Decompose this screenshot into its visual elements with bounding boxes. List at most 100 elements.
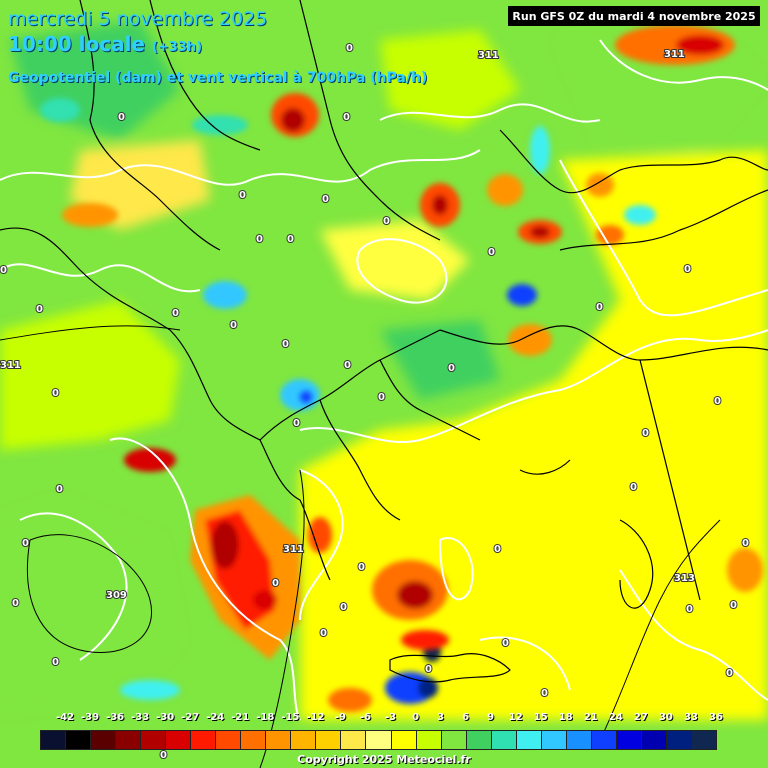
svg-text:0: 0 xyxy=(52,388,59,399)
svg-text:0: 0 xyxy=(630,482,637,493)
legend-swatch xyxy=(515,730,542,750)
legend-swatch xyxy=(590,730,617,750)
parameter-title: Geopotentiel (dam) et vent vertical à 70… xyxy=(8,70,428,86)
legend-swatch xyxy=(640,730,667,750)
svg-text:0: 0 xyxy=(726,668,733,679)
svg-text:311: 311 xyxy=(478,50,499,61)
legend-swatch xyxy=(565,730,592,750)
legend-swatch xyxy=(265,730,292,750)
svg-text:0: 0 xyxy=(494,544,501,555)
legend-swatch xyxy=(40,730,67,750)
svg-text:0: 0 xyxy=(346,43,353,54)
svg-text:0: 0 xyxy=(160,750,167,761)
legend-swatch xyxy=(415,730,442,750)
svg-text:0: 0 xyxy=(52,657,59,668)
legend-tick: -18 xyxy=(256,712,275,723)
copyright: Copyright 2025 Meteociel.fr xyxy=(297,753,471,766)
svg-text:0: 0 xyxy=(0,265,7,276)
legend-swatch xyxy=(465,730,492,750)
forecast-time-label: 10:00 locale xyxy=(8,32,145,56)
legend-swatch xyxy=(290,730,317,750)
coastlines xyxy=(0,0,768,683)
svg-text:0: 0 xyxy=(684,264,691,275)
legend-tick: -3 xyxy=(384,712,397,723)
forecast-offset: (+33h) xyxy=(151,40,203,55)
legend-tick: -24 xyxy=(206,712,225,723)
svg-text:0: 0 xyxy=(118,112,125,123)
svg-text:0: 0 xyxy=(239,190,246,201)
legend-swatch xyxy=(540,730,567,750)
svg-text:0: 0 xyxy=(256,234,263,245)
legend-swatch xyxy=(690,730,717,750)
legend-tick: 3 xyxy=(437,712,445,723)
legend-tick: -12 xyxy=(306,712,325,723)
legend-tick: 12 xyxy=(508,712,523,723)
svg-text:0: 0 xyxy=(172,308,179,319)
svg-text:0: 0 xyxy=(383,216,390,227)
color-legend: -42 -39 -36 -33 -30 -27 -24 -21 -18 -15 -12 -9 -6 -3 0… xyxy=(40,712,723,752)
forecast-date: mercredi 5 novembre 2025 xyxy=(8,8,268,30)
legend-swatch xyxy=(115,730,142,750)
svg-text:311: 311 xyxy=(664,49,685,60)
legend-swatch xyxy=(340,730,367,750)
legend-swatch xyxy=(440,730,467,750)
svg-text:313: 313 xyxy=(674,573,695,584)
legend-swatch xyxy=(165,730,192,750)
legend-swatch xyxy=(90,730,117,750)
legend-swatch xyxy=(665,730,692,750)
svg-text:0: 0 xyxy=(343,112,350,123)
legend-tick: 27 xyxy=(633,712,648,723)
legend-tick: -6 xyxy=(359,712,372,723)
legend-swatch xyxy=(365,730,392,750)
legend-swatch xyxy=(140,730,167,750)
svg-text:0: 0 xyxy=(344,360,351,371)
contour-labels: 311 311 311 311 309 313 0 0 0 0 0 0 0 0 … xyxy=(0,42,750,762)
legend-tick: -27 xyxy=(181,712,200,723)
legend-swatch xyxy=(215,730,242,750)
svg-text:0: 0 xyxy=(488,247,495,258)
svg-text:0: 0 xyxy=(287,234,294,245)
legend-tick: -36 xyxy=(106,712,125,723)
svg-text:0: 0 xyxy=(36,304,43,315)
legend-tick: -39 xyxy=(81,712,100,723)
svg-text:0: 0 xyxy=(272,578,279,589)
svg-text:0: 0 xyxy=(320,628,327,639)
legend-swatch xyxy=(240,730,267,750)
legend-swatch xyxy=(615,730,642,750)
legend-tick: 21 xyxy=(583,712,598,723)
legend-tick: 30 xyxy=(658,712,673,723)
run-info-badge: Run GFS 0Z du mardi 4 novembre 2025 xyxy=(508,6,760,26)
field-subsidence xyxy=(62,25,763,712)
svg-text:0: 0 xyxy=(714,396,721,407)
svg-text:0: 0 xyxy=(448,363,455,374)
svg-text:0: 0 xyxy=(293,418,300,429)
svg-text:0: 0 xyxy=(378,392,385,403)
legend-swatch xyxy=(190,730,217,750)
legend-tick: 18 xyxy=(558,712,573,723)
legend-swatch xyxy=(65,730,92,750)
legend-tick: -21 xyxy=(231,712,250,723)
svg-text:0: 0 xyxy=(12,598,19,609)
svg-text:0: 0 xyxy=(340,602,347,613)
legend-swatch xyxy=(315,730,342,750)
legend-tick: 36 xyxy=(709,712,723,723)
svg-text:311: 311 xyxy=(0,360,21,371)
legend-tick: 24 xyxy=(608,712,623,723)
svg-text:0: 0 xyxy=(642,428,649,439)
forecast-time: 10:00 locale (+33h) xyxy=(8,32,202,56)
legend-swatch xyxy=(390,730,417,750)
svg-text:0: 0 xyxy=(686,604,693,615)
legend-tick: -42 xyxy=(55,712,75,723)
svg-text:0: 0 xyxy=(730,600,737,611)
legend-swatch xyxy=(490,730,517,750)
zero-contours xyxy=(0,39,768,721)
svg-text:309: 309 xyxy=(106,590,127,601)
legend-tick: -9 xyxy=(334,712,346,723)
legend-tick: 9 xyxy=(487,712,495,723)
legend-tick: 15 xyxy=(533,712,548,723)
svg-text:0: 0 xyxy=(230,320,237,331)
svg-text:311: 311 xyxy=(283,544,304,555)
legend-tick: 0 xyxy=(412,712,420,723)
legend-tick: -15 xyxy=(281,712,300,723)
